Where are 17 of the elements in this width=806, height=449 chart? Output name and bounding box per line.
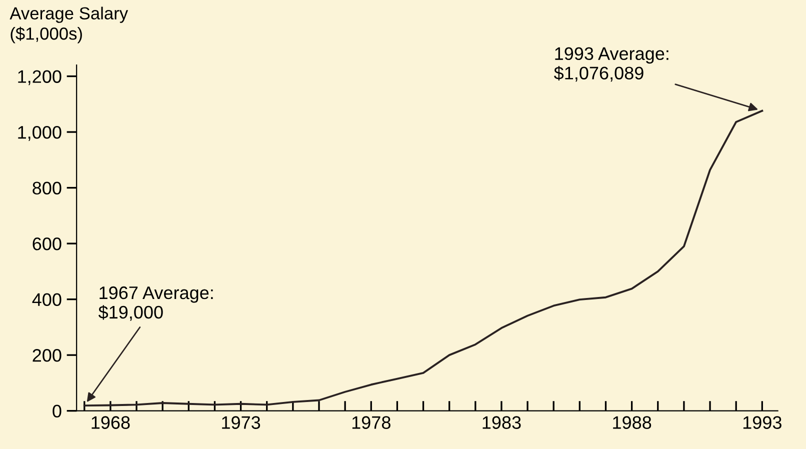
x-tick-label: 1978 <box>352 416 390 429</box>
y-tick-label: 400 <box>32 293 62 306</box>
x-tick-label: 1973 <box>222 416 260 429</box>
y-tick-label: 1,200 <box>18 70 62 86</box>
x-tick-label: 1988 <box>613 416 652 429</box>
y-tick-label: 1,000 <box>18 126 62 141</box>
annotation: 1993 Average: $1,076,089 <box>554 47 668 82</box>
y-tick-label: 0 <box>52 404 62 418</box>
y-tick-label: 600 <box>32 237 62 250</box>
x-tick-label: 1968 <box>92 416 130 429</box>
y-tick-label: 200 <box>32 349 62 362</box>
line-series <box>83 110 764 407</box>
y-axis-title: Average Salary ($1,000s) <box>10 6 128 44</box>
y-tick-label: 800 <box>32 182 62 195</box>
annotation: 1967 Average: $19,000 <box>98 286 213 321</box>
x-tick-label: 1993 <box>743 416 782 429</box>
x-tick-label: 1983 <box>482 416 521 429</box>
